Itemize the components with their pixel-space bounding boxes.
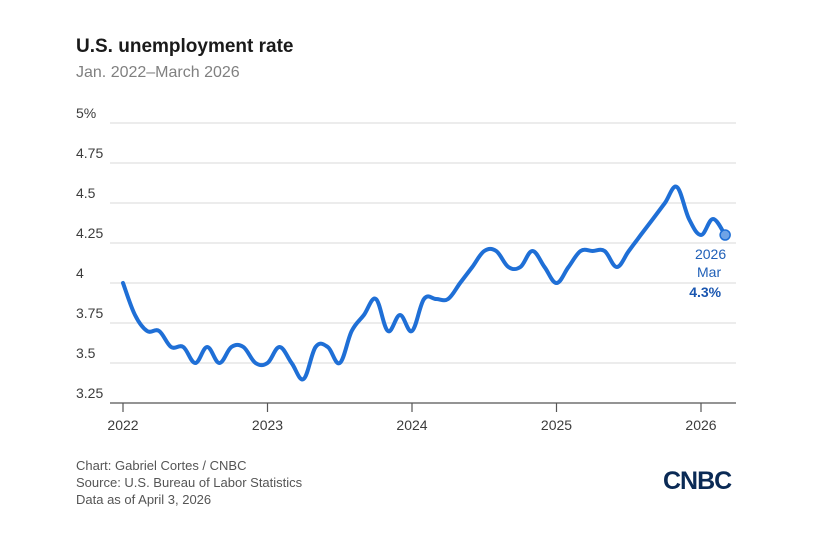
series-layer — [121, 184, 731, 382]
grid-lines — [110, 122, 736, 404]
data-date: Data as of April 3, 2026 — [76, 492, 212, 507]
y-tick-label: 3.75 — [76, 305, 103, 321]
x-tick-label: 2023 — [252, 417, 283, 433]
annotation-year: 2026 — [695, 246, 726, 262]
chart-credit: Chart: Gabriel Cortes / CNBC — [76, 458, 247, 473]
annotation-value: 4.3% — [689, 284, 721, 300]
footer: Chart: Gabriel Cortes / CNBC Source: U.S… — [76, 457, 302, 508]
last-point-marker — [719, 229, 731, 241]
series-line — [121, 184, 728, 382]
y-tick-label: 4.5 — [76, 185, 96, 201]
y-tick-label: 3.25 — [76, 385, 103, 401]
y-axis-ticks: 5% 4.75 4.5 4.25 4 3.75 3.5 3.25 — [76, 105, 103, 401]
annotation-group: 2026 Mar 4.3% — [689, 246, 726, 300]
y-tick-label: 4 — [76, 265, 84, 281]
x-tick-label: 2025 — [541, 417, 572, 433]
y-tick-label: 5% — [76, 105, 96, 121]
y-tick-label: 4.75 — [76, 145, 103, 161]
chart-subtitle: Jan. 2022–March 2026 — [76, 64, 240, 81]
x-axis: 2022 2023 2024 2025 2026 — [107, 402, 736, 433]
x-tick-label: 2026 — [685, 417, 716, 433]
x-tick-label: 2024 — [396, 417, 427, 433]
annotation-month: Mar — [697, 264, 721, 280]
y-tick-label: 3.5 — [76, 345, 96, 361]
cnbc-logo: CNBC — [663, 467, 732, 495]
data-source: Source: U.S. Bureau of Labor Statistics — [76, 475, 303, 490]
y-tick-label: 4.25 — [76, 225, 103, 241]
chart-title: U.S. unemployment rate — [76, 36, 294, 57]
x-tick-label: 2022 — [107, 417, 138, 433]
